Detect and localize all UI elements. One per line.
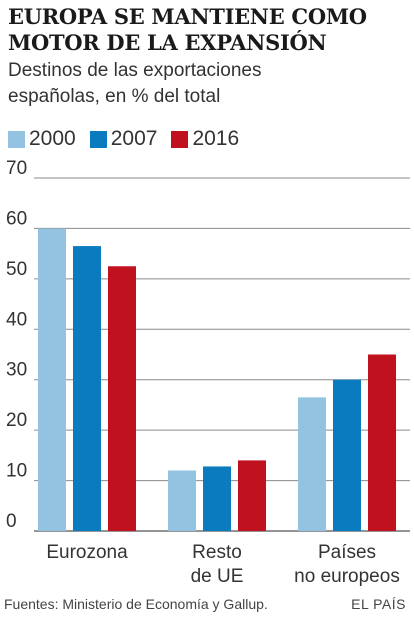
legend-item-2016: 2016 — [171, 127, 239, 151]
legend-swatch-2000 — [8, 130, 25, 148]
y-tick-label-30: 30 — [6, 360, 27, 381]
x-category-label-2-line-1: no europeos — [294, 566, 400, 587]
legend: 2000 2007 2016 — [8, 125, 253, 153]
y-tick-label-10: 10 — [6, 461, 27, 482]
bar-2000-cat-2 — [298, 397, 326, 531]
bar-2000-cat-0 — [38, 228, 66, 531]
source-note: Fuentes: Ministerio de Economía y Gallup… — [4, 596, 268, 612]
y-tick-label-50: 50 — [6, 259, 27, 280]
y-tick-label-60: 60 — [6, 208, 27, 229]
bar-2000-cat-1 — [168, 470, 196, 531]
bar-2016-cat-2 — [368, 354, 396, 531]
x-category-label-2-line-0: Países — [318, 542, 376, 563]
legend-label-2016: 2016 — [192, 127, 240, 150]
title-line-1: EUROPA SE MANTIENE COMO — [8, 4, 367, 29]
chart-subtitle: Destinos de las exportaciones españolas,… — [8, 58, 408, 110]
legend-label-2000: 2000 — [29, 127, 76, 150]
bar-2007-cat-2 — [333, 379, 361, 531]
bar-2016-cat-1 — [238, 460, 266, 531]
bar-2007-cat-1 — [203, 466, 231, 531]
bar-2007-cat-0 — [73, 246, 101, 531]
title-line-2: MOTOR DE LA EXPANSIÓN — [8, 30, 327, 55]
y-tick-label-70: 70 — [6, 160, 27, 179]
brand-logo: EL PAÍS — [351, 596, 406, 612]
x-category-label-1-line-1: de UE — [191, 566, 244, 587]
y-tick-label-20: 20 — [6, 410, 27, 431]
x-category-label-1-line-0: Resto — [192, 542, 242, 563]
subtitle-line-2: españolas, en % del total — [8, 86, 221, 107]
legend-item-2000: 2000 — [8, 127, 76, 151]
y-tick-label-40: 40 — [6, 309, 27, 330]
bar-chart: 0 10 20 30 40 50 60 70 Eurozona Resto de UE Países n… — [6, 160, 410, 587]
x-category-label-0-line-0: Eurozona — [46, 542, 128, 563]
chart-title: EUROPA SE MANTIENE COMO MOTOR DE LA EXPA… — [8, 4, 408, 56]
bar-2016-cat-0 — [108, 266, 136, 531]
legend-label-2007: 2007 — [110, 127, 158, 150]
legend-item-2007: 2007 — [89, 127, 158, 151]
subtitle-line-1: Destinos de las exportaciones — [8, 60, 262, 81]
y-tick-label-0: 0 — [6, 511, 17, 532]
legend-swatch-2007 — [89, 130, 107, 148]
legend-swatch-2016 — [171, 130, 189, 148]
